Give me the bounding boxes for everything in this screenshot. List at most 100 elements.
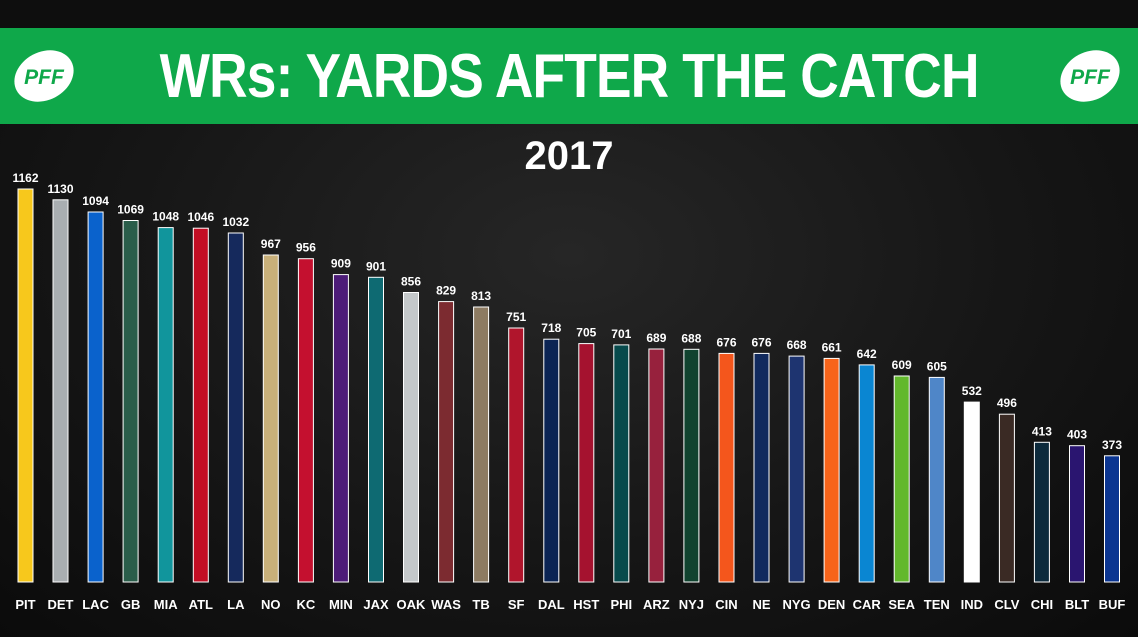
category-label-chi: CHI [1031, 597, 1053, 612]
bar-tb [473, 306, 490, 583]
bar-lac [87, 211, 104, 583]
category-label-blt: BLT [1065, 597, 1089, 612]
bar-phi [613, 344, 630, 583]
category-label-jax: JAX [363, 597, 389, 612]
value-label-atl: 1046 [187, 210, 214, 224]
bar-sea [893, 375, 910, 583]
category-label-lac: LAC [82, 597, 109, 612]
category-label-den: DEN [818, 597, 845, 612]
bar-ten [928, 376, 945, 583]
value-label-dal: 718 [541, 321, 561, 335]
category-label-sea: SEA [888, 597, 915, 612]
category-label-car: CAR [853, 597, 882, 612]
bar-jax [368, 276, 384, 583]
value-label-kc: 956 [296, 241, 316, 255]
category-label-hst: HST [573, 597, 599, 612]
category-label-buf: BUF [1099, 597, 1126, 612]
category-label-no: NO [261, 597, 281, 612]
value-label-den: 661 [822, 340, 842, 354]
category-label-ind: IND [961, 597, 983, 612]
bar-den [823, 357, 840, 583]
bar-dal [543, 338, 560, 583]
bar-cin [718, 352, 735, 583]
category-label-ne: NE [752, 597, 770, 612]
value-label-car: 642 [857, 347, 877, 361]
category-label-nyg: NYG [783, 597, 811, 612]
bar-no [262, 254, 279, 583]
category-label-dal: DAL [538, 597, 565, 612]
value-label-ind: 532 [962, 384, 982, 398]
value-label-sf: 751 [506, 310, 526, 324]
value-label-lac: 1094 [82, 194, 109, 208]
bar-arz [648, 348, 665, 583]
logo-left-text: PFF [24, 66, 65, 89]
value-label-pit: 1162 [12, 171, 38, 185]
bar-hst [578, 343, 595, 583]
bar-la [227, 232, 244, 583]
bar-oak [403, 292, 419, 583]
bar-ne [753, 352, 770, 583]
value-label-was: 829 [436, 284, 456, 298]
bar-ind [963, 401, 980, 583]
bar-sf [508, 327, 525, 583]
value-label-hst: 705 [576, 326, 596, 340]
pff-logo-right-icon: PFF [1060, 50, 1120, 102]
category-label-mia: MIA [154, 597, 178, 612]
category-label-was: WAS [431, 597, 461, 612]
category-label-gb: GB [121, 597, 141, 612]
category-label-clv: CLV [994, 597, 1019, 612]
value-label-gb: 1069 [117, 203, 144, 217]
bar-blt [1069, 445, 1085, 583]
category-label-kc: KC [297, 597, 316, 612]
value-label-chi: 413 [1032, 424, 1052, 438]
value-label-arz: 689 [646, 331, 666, 345]
bar-mia [157, 227, 174, 583]
bar-nyg [788, 355, 805, 583]
category-label-min: MIN [329, 597, 353, 612]
top-dark-band [0, 0, 1138, 28]
value-label-la: 1032 [222, 215, 249, 229]
bar-was [438, 301, 455, 583]
bar-gb [122, 220, 139, 583]
category-label-arz: ARZ [643, 597, 670, 612]
bar-det [52, 199, 69, 583]
value-label-blt: 403 [1067, 428, 1087, 442]
value-label-cin: 676 [716, 335, 736, 349]
category-label-phi: PHI [610, 597, 632, 612]
bar-kc [297, 258, 314, 583]
value-label-ten: 605 [927, 359, 947, 373]
category-label-ten: TEN [924, 597, 950, 612]
category-label-sf: SF [508, 597, 525, 612]
value-label-phi: 701 [611, 327, 631, 341]
value-label-buf: 373 [1102, 438, 1122, 452]
bar-buf [1104, 455, 1120, 583]
category-label-atl: ATL [189, 597, 213, 612]
value-label-sea: 609 [892, 358, 912, 372]
category-label-pit: PIT [15, 597, 35, 612]
pff-logo-left-icon: PFF [14, 50, 74, 102]
category-label-det: DET [48, 597, 74, 612]
bar-pit [17, 188, 34, 583]
bar-min [332, 274, 349, 583]
value-label-det: 1130 [47, 182, 73, 196]
chart-title: WRs: YARDS AFTER THE CATCH [159, 41, 980, 111]
bar-atl [192, 227, 209, 583]
bar-nyj [683, 348, 700, 583]
value-label-min: 909 [331, 257, 351, 271]
value-label-mia: 1048 [152, 210, 179, 224]
category-label-nyj: NYJ [679, 597, 704, 612]
category-label-la: LA [227, 597, 245, 612]
value-label-nyg: 668 [787, 338, 807, 352]
title-banner: WRs: YARDS AFTER THE CATCH [0, 28, 1138, 124]
value-label-tb: 813 [471, 289, 491, 303]
value-label-jax: 901 [366, 259, 386, 273]
value-label-clv: 496 [997, 396, 1017, 410]
value-label-nyj: 688 [681, 331, 701, 345]
value-label-no: 967 [261, 237, 281, 251]
bar-car [858, 364, 875, 583]
category-label-cin: CIN [715, 597, 737, 612]
category-label-tb: TB [472, 597, 489, 612]
category-label-oak: OAK [397, 597, 427, 612]
logo-right-text: PFF [1070, 66, 1111, 89]
